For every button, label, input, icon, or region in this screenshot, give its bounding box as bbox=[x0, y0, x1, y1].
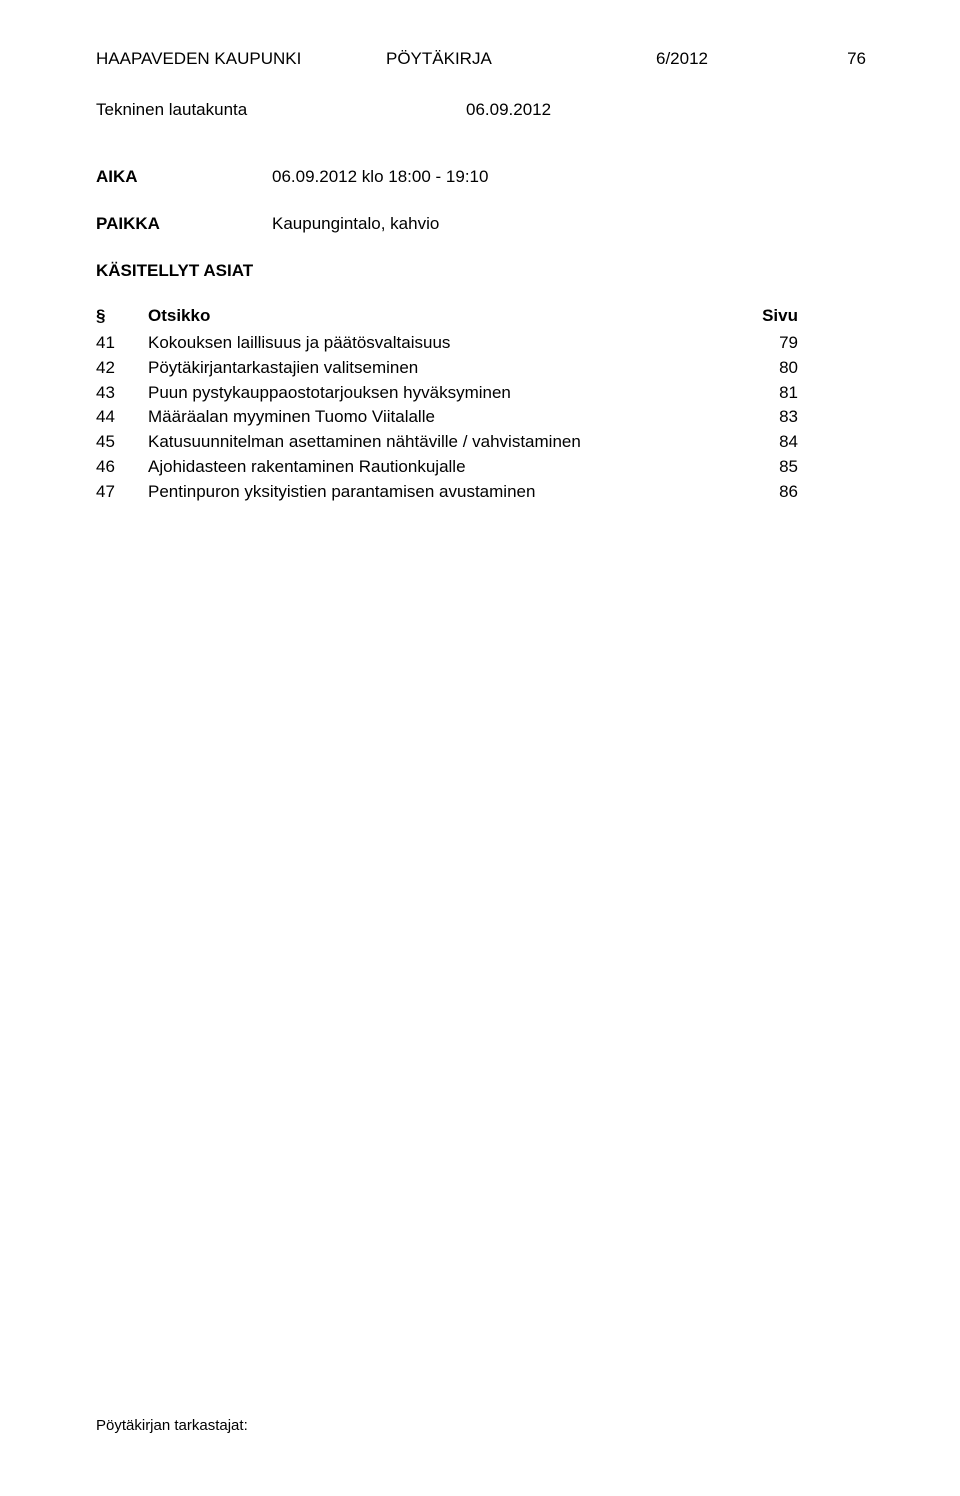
header-org: HAAPAVEDEN KAUPUNKI bbox=[96, 48, 386, 71]
footer-signers: Pöytäkirjan tarkastajat: bbox=[96, 1416, 248, 1436]
agenda-row-page: 84 bbox=[738, 431, 798, 454]
agenda-row-page: 83 bbox=[738, 406, 798, 429]
agenda-row-section: 43 bbox=[96, 382, 148, 405]
agenda-row: 43Puun pystykauppaostotarjouksen hyväksy… bbox=[96, 382, 888, 405]
agenda-row: 46Ajohidasteen rakentaminen Rautionkujal… bbox=[96, 456, 888, 479]
agenda-row-page: 79 bbox=[738, 332, 798, 355]
agenda-row-section: 47 bbox=[96, 481, 148, 504]
agenda-header-title: Otsikko bbox=[148, 305, 738, 328]
committee-name: Tekninen lautakunta bbox=[96, 99, 466, 122]
document-header: HAAPAVEDEN KAUPUNKI PÖYTÄKIRJA 6/2012 76 bbox=[96, 48, 888, 71]
time-value: 06.09.2012 klo 18:00 - 19:10 bbox=[272, 166, 488, 189]
agenda-row: 44Määräalan myyminen Tuomo Viitalalle83 bbox=[96, 406, 888, 429]
agenda-row-page: 80 bbox=[738, 357, 798, 380]
agenda-row-title: Pentinpuron yksityistien parantamisen av… bbox=[148, 481, 738, 504]
place-value: Kaupungintalo, kahvio bbox=[272, 213, 439, 236]
agenda-row-section: 42 bbox=[96, 357, 148, 380]
agenda-row-section: 46 bbox=[96, 456, 148, 479]
agenda-body: 41Kokouksen laillisuus ja päätösvaltaisu… bbox=[96, 332, 888, 505]
agenda-row-section: 41 bbox=[96, 332, 148, 355]
agenda-row-title: Katusuunnitelman asettaminen nähtäville … bbox=[148, 431, 738, 454]
agenda-row-title: Määräalan myyminen Tuomo Viitalalle bbox=[148, 406, 738, 429]
agenda-row: 47Pentinpuron yksityistien parantamisen … bbox=[96, 481, 888, 504]
agenda-header-page: Sivu bbox=[738, 305, 798, 328]
place-label: PAIKKA bbox=[96, 213, 272, 236]
agenda-row: 41Kokouksen laillisuus ja päätösvaltaisu… bbox=[96, 332, 888, 355]
header-page: 76 bbox=[786, 48, 866, 71]
agenda-row-title: Ajohidasteen rakentaminen Rautionkujalle bbox=[148, 456, 738, 479]
header-doctype: PÖYTÄKIRJA bbox=[386, 48, 656, 71]
header-docnum: 6/2012 bbox=[656, 48, 786, 71]
agenda-row-page: 81 bbox=[738, 382, 798, 405]
agenda-row-page: 86 bbox=[738, 481, 798, 504]
time-label: AIKA bbox=[96, 166, 272, 189]
agenda-row-title: Kokouksen laillisuus ja päätösvaltaisuus bbox=[148, 332, 738, 355]
place-row: PAIKKA Kaupungintalo, kahvio bbox=[96, 213, 888, 236]
agenda-row: 45Katusuunnitelman asettaminen nähtävill… bbox=[96, 431, 888, 454]
time-row: AIKA 06.09.2012 klo 18:00 - 19:10 bbox=[96, 166, 888, 189]
agenda-header: § Otsikko Sivu bbox=[96, 305, 888, 328]
agenda-header-section: § bbox=[96, 305, 148, 328]
committee-date: 06.09.2012 bbox=[466, 99, 551, 122]
agenda-row: 42Pöytäkirjantarkastajien valitseminen80 bbox=[96, 357, 888, 380]
handled-title: KÄSITELLYT ASIAT bbox=[96, 260, 888, 283]
agenda-row-section: 44 bbox=[96, 406, 148, 429]
agenda-row-title: Puun pystykauppaostotarjouksen hyväksymi… bbox=[148, 382, 738, 405]
agenda-row-title: Pöytäkirjantarkastajien valitseminen bbox=[148, 357, 738, 380]
agenda-row-page: 85 bbox=[738, 456, 798, 479]
committee-row: Tekninen lautakunta 06.09.2012 bbox=[96, 99, 888, 122]
agenda-row-section: 45 bbox=[96, 431, 148, 454]
